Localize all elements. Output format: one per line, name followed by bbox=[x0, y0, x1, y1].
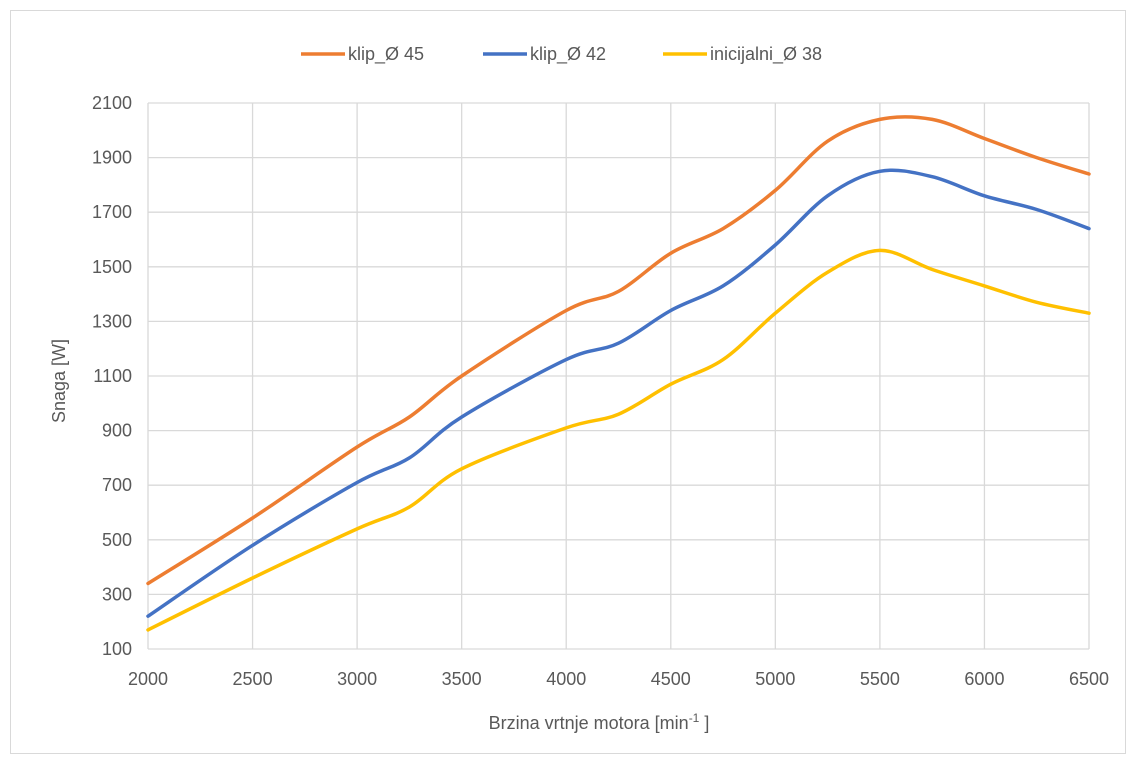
y-tick-label: 100 bbox=[102, 639, 132, 659]
y-tick-label: 2100 bbox=[92, 93, 132, 113]
x-tick-label: 4500 bbox=[651, 669, 691, 689]
x-tick-label: 4000 bbox=[546, 669, 586, 689]
legend-label-2: klip_Ø 42 bbox=[530, 44, 606, 65]
chart-frame: 100 300 500 700 900 1100 1300 1500 1700 1900 2100 … bbox=[10, 10, 1126, 754]
x-axis-label-main: Brzina vrtnje motora [min bbox=[489, 713, 689, 733]
x-tick-label: 2500 bbox=[233, 669, 273, 689]
y-axis-ticks: 100 300 500 700 900 1100 1300 1500 1700 1900 2100 bbox=[92, 93, 132, 659]
x-tick-label: 2000 bbox=[128, 669, 168, 689]
series-line-2 bbox=[146, 168, 1091, 618]
legend: klip_Ø 45 klip_Ø 42 inicijalni_Ø 38 bbox=[301, 44, 822, 65]
y-tick-label: 700 bbox=[102, 475, 132, 495]
x-axis-label: Brzina vrtnje motora [min-1 ] bbox=[489, 711, 710, 733]
x-tick-label: 3500 bbox=[442, 669, 482, 689]
y-tick-label: 1500 bbox=[92, 257, 132, 277]
y-tick-label: 1300 bbox=[92, 311, 132, 331]
legend-label-1: klip_Ø 45 bbox=[348, 44, 424, 65]
x-tick-label: 5000 bbox=[755, 669, 795, 689]
x-tick-label: 6000 bbox=[964, 669, 1004, 689]
series-lines bbox=[146, 115, 1091, 632]
y-tick-label: 1900 bbox=[92, 148, 132, 168]
legend-label-3: inicijalni_Ø 38 bbox=[710, 44, 822, 65]
x-tick-label: 6500 bbox=[1069, 669, 1109, 689]
x-axis-label-end: ] bbox=[699, 713, 709, 733]
y-tick-label: 1700 bbox=[92, 202, 132, 222]
y-tick-label: 1100 bbox=[93, 366, 132, 386]
x-axis-ticks: 2000 2500 3000 3500 4000 4500 5000 5500 6000 6500 bbox=[128, 669, 1109, 689]
line-chart: 100300500700900110013001500170019002100 … bbox=[49, 44, 1109, 733]
x-tick-label: 5500 bbox=[860, 669, 900, 689]
y-axis-label: Snaga [W] bbox=[49, 339, 69, 423]
y-tick-label: 900 bbox=[102, 421, 132, 441]
x-tick-label: 3000 bbox=[337, 669, 377, 689]
x-axis-label-superscript: -1 bbox=[689, 711, 700, 725]
series-line-3 bbox=[146, 248, 1091, 632]
y-tick-label: 300 bbox=[102, 584, 132, 604]
gridlines bbox=[147, 102, 1090, 650]
series-line-1 bbox=[146, 115, 1091, 586]
y-tick-label: 500 bbox=[102, 530, 132, 550]
